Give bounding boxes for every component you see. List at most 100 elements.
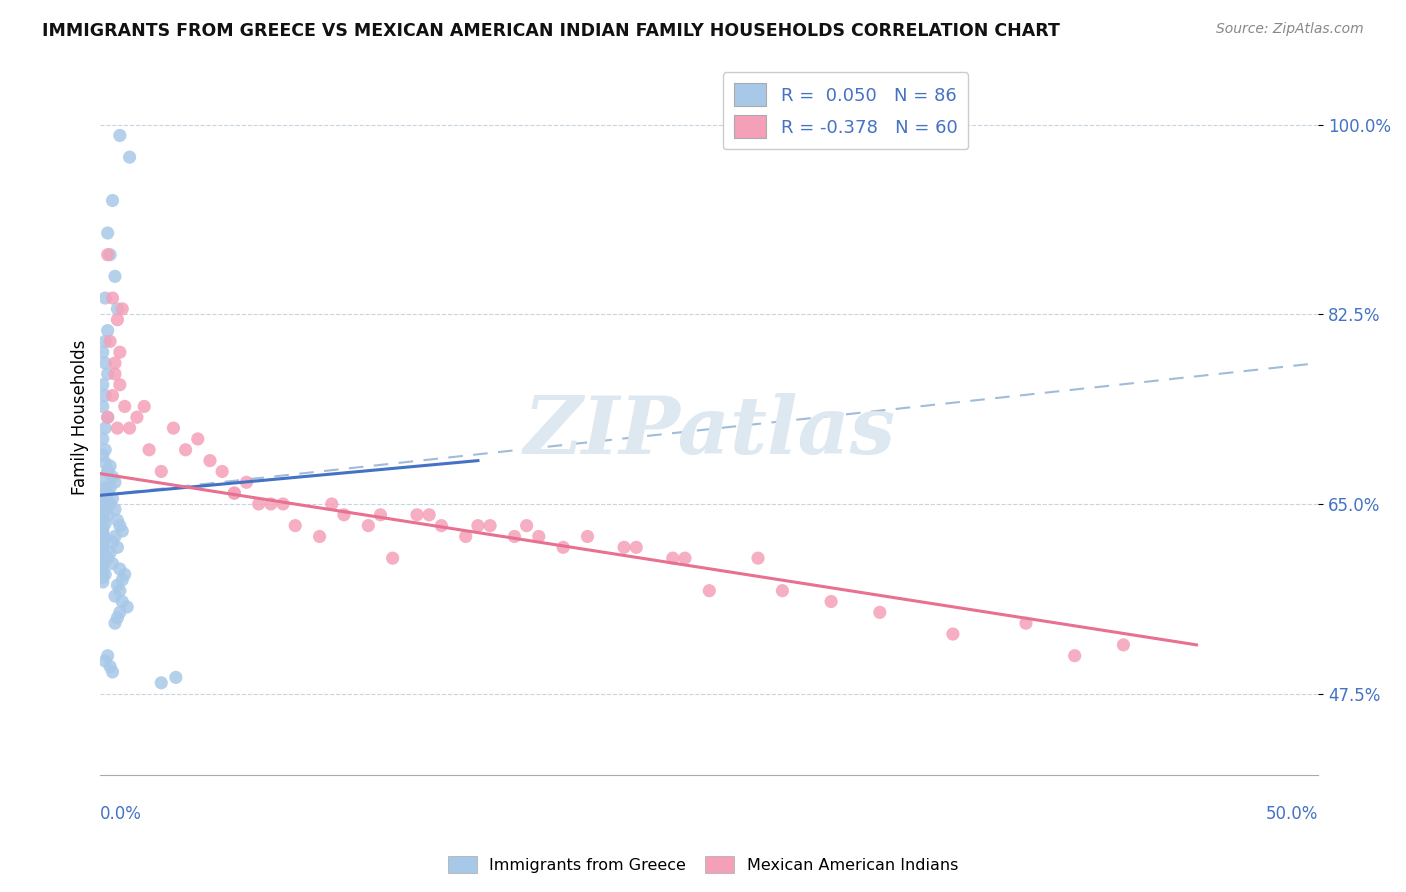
Point (94, 388, 117, 402)
Point (94, 502, 117, 516)
Point (94, 334, 117, 349)
Point (101, 665, 124, 679)
Point (820, 594, 842, 608)
Point (370, 508, 392, 522)
Point (111, 594, 134, 608)
Point (114, 567, 136, 582)
Point (108, 605, 131, 619)
Point (91, 513, 114, 527)
Point (107, 421, 129, 435)
Point (94, 291, 117, 305)
Point (125, 410, 148, 425)
Point (235, 475, 257, 490)
Text: 0.0%: 0.0% (100, 805, 142, 823)
Point (613, 541, 636, 555)
Point (107, 312, 129, 326)
Point (91, 400, 114, 414)
Point (224, 486, 246, 500)
Point (91, 506, 114, 520)
Point (98, 497, 121, 511)
Point (91, 538, 114, 552)
Point (111, 301, 134, 316)
Text: 50.0%: 50.0% (1265, 805, 1319, 823)
Point (108, 345, 131, 359)
Point (942, 627, 965, 641)
Point (97, 248, 120, 262)
Point (91, 448, 114, 462)
Point (91, 345, 114, 359)
Point (260, 497, 283, 511)
Point (673, 551, 696, 566)
Point (165, 670, 187, 684)
Point (97, 226, 120, 240)
Point (104, 502, 127, 516)
Point (91, 546, 114, 560)
Point (321, 497, 343, 511)
Point (91, 486, 114, 500)
Point (479, 518, 502, 533)
Point (97, 324, 120, 338)
Point (187, 432, 209, 446)
Point (211, 465, 233, 479)
Point (111, 573, 134, 587)
Point (107, 301, 129, 316)
Point (516, 518, 538, 533)
Point (98, 248, 121, 262)
Point (97, 648, 120, 663)
Point (97, 410, 120, 425)
Point (94, 654, 117, 668)
Point (94, 356, 117, 370)
Point (284, 518, 307, 533)
Point (527, 529, 550, 543)
Point (118, 150, 141, 164)
Point (503, 529, 526, 543)
Legend: Immigrants from Greece, Mexican American Indians: Immigrants from Greece, Mexican American… (441, 849, 965, 880)
Point (101, 491, 124, 506)
Point (91, 524, 114, 538)
Point (104, 589, 127, 603)
Point (98, 546, 121, 560)
Point (108, 583, 131, 598)
Point (150, 465, 173, 479)
Point (97, 551, 120, 566)
Point (91, 521, 114, 535)
Point (308, 529, 330, 543)
Point (697, 583, 720, 598)
Point (97, 508, 120, 522)
Point (104, 616, 127, 631)
Point (104, 356, 127, 370)
Point (198, 453, 221, 467)
Point (107, 578, 129, 592)
Point (91, 564, 114, 578)
Point (98, 334, 121, 349)
Point (770, 583, 793, 598)
Point (118, 421, 141, 435)
Point (101, 388, 124, 402)
Point (111, 524, 134, 538)
Point (138, 442, 160, 457)
Point (357, 518, 380, 533)
Text: Source: ZipAtlas.com: Source: ZipAtlas.com (1216, 22, 1364, 37)
Legend: R =  0.050   N = 86, R = -0.378   N = 60: R = 0.050 N = 86, R = -0.378 N = 60 (723, 72, 969, 149)
Point (104, 529, 127, 543)
Point (247, 497, 270, 511)
Point (104, 367, 127, 381)
Point (94, 481, 117, 495)
Point (98, 659, 121, 673)
Point (91, 527, 114, 541)
Point (406, 508, 429, 522)
Text: IMMIGRANTS FROM GREECE VS MEXICAN AMERICAN INDIAN FAMILY HOUSEHOLDS CORRELATION : IMMIGRANTS FROM GREECE VS MEXICAN AMERIC… (42, 22, 1060, 40)
Point (94, 567, 117, 582)
Point (1063, 648, 1085, 663)
Point (553, 541, 575, 555)
Point (869, 605, 891, 619)
Point (101, 291, 124, 305)
Point (91, 377, 114, 392)
Point (576, 529, 599, 543)
Point (418, 508, 440, 522)
Point (98, 481, 121, 495)
Point (97, 465, 120, 479)
Point (333, 508, 356, 522)
Point (467, 518, 489, 533)
Point (97, 367, 120, 381)
